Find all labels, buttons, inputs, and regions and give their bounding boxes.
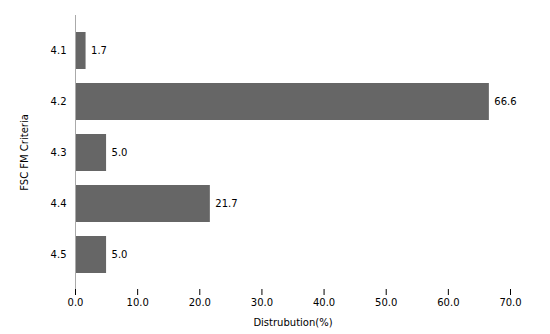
svg-text:Distrubution(%): Distrubution(%): [253, 317, 332, 328]
svg-text:5.0: 5.0: [112, 249, 128, 260]
svg-text:66.6: 66.6: [494, 96, 516, 107]
svg-text:4.3: 4.3: [51, 147, 67, 158]
svg-text:4.5: 4.5: [51, 249, 67, 260]
svg-text:4.2: 4.2: [51, 96, 67, 107]
svg-text:10.0: 10.0: [127, 297, 149, 308]
svg-text:FSC FM Criteria: FSC FM Criteria: [19, 114, 30, 191]
svg-text:40.0: 40.0: [313, 297, 335, 308]
svg-text:60.0: 60.0: [437, 297, 459, 308]
svg-text:4.1: 4.1: [51, 45, 67, 56]
svg-text:21.7: 21.7: [215, 198, 237, 209]
svg-text:30.0: 30.0: [251, 297, 273, 308]
svg-text:5.0: 5.0: [112, 147, 128, 158]
svg-text:20.0: 20.0: [189, 297, 211, 308]
svg-text:1.7: 1.7: [91, 45, 107, 56]
svg-text:4.4: 4.4: [51, 198, 67, 209]
svg-text:70.0: 70.0: [499, 297, 521, 308]
svg-text:50.0: 50.0: [375, 297, 397, 308]
svg-text:0.0: 0.0: [68, 297, 84, 308]
